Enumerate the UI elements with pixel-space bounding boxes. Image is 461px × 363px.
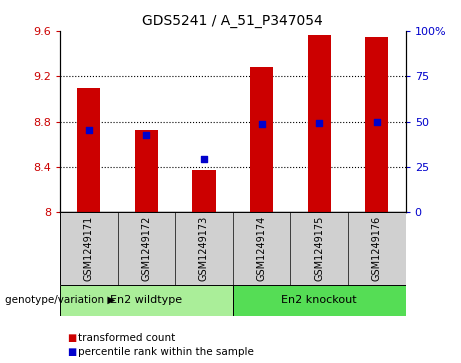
Text: ■: ■: [67, 347, 76, 357]
Text: GSM1249174: GSM1249174: [257, 216, 266, 281]
Text: GSM1249172: GSM1249172: [142, 216, 151, 281]
Text: percentile rank within the sample: percentile rank within the sample: [78, 347, 254, 357]
Bar: [135, 130, 158, 212]
Bar: [193, 170, 216, 212]
Bar: [250, 67, 273, 212]
Point: [200, 156, 207, 162]
Bar: [308, 35, 331, 212]
Text: GSM1249175: GSM1249175: [314, 216, 324, 281]
Text: ■: ■: [67, 333, 76, 343]
Point: [85, 127, 92, 132]
Text: GSM1249173: GSM1249173: [199, 216, 209, 281]
Point: [142, 132, 150, 138]
Point: [373, 119, 381, 125]
Bar: [365, 37, 388, 212]
Bar: [60, 285, 233, 316]
Point: [258, 121, 266, 127]
Text: En2 wildtype: En2 wildtype: [110, 295, 183, 305]
Text: GSM1249171: GSM1249171: [84, 216, 94, 281]
Title: GDS5241 / A_51_P347054: GDS5241 / A_51_P347054: [142, 15, 323, 28]
Point: [315, 120, 323, 126]
Bar: [233, 285, 406, 316]
Text: GSM1249176: GSM1249176: [372, 216, 382, 281]
Text: En2 knockout: En2 knockout: [281, 295, 357, 305]
Text: genotype/variation ▶: genotype/variation ▶: [5, 295, 115, 305]
Text: transformed count: transformed count: [78, 333, 176, 343]
Bar: [77, 87, 100, 212]
